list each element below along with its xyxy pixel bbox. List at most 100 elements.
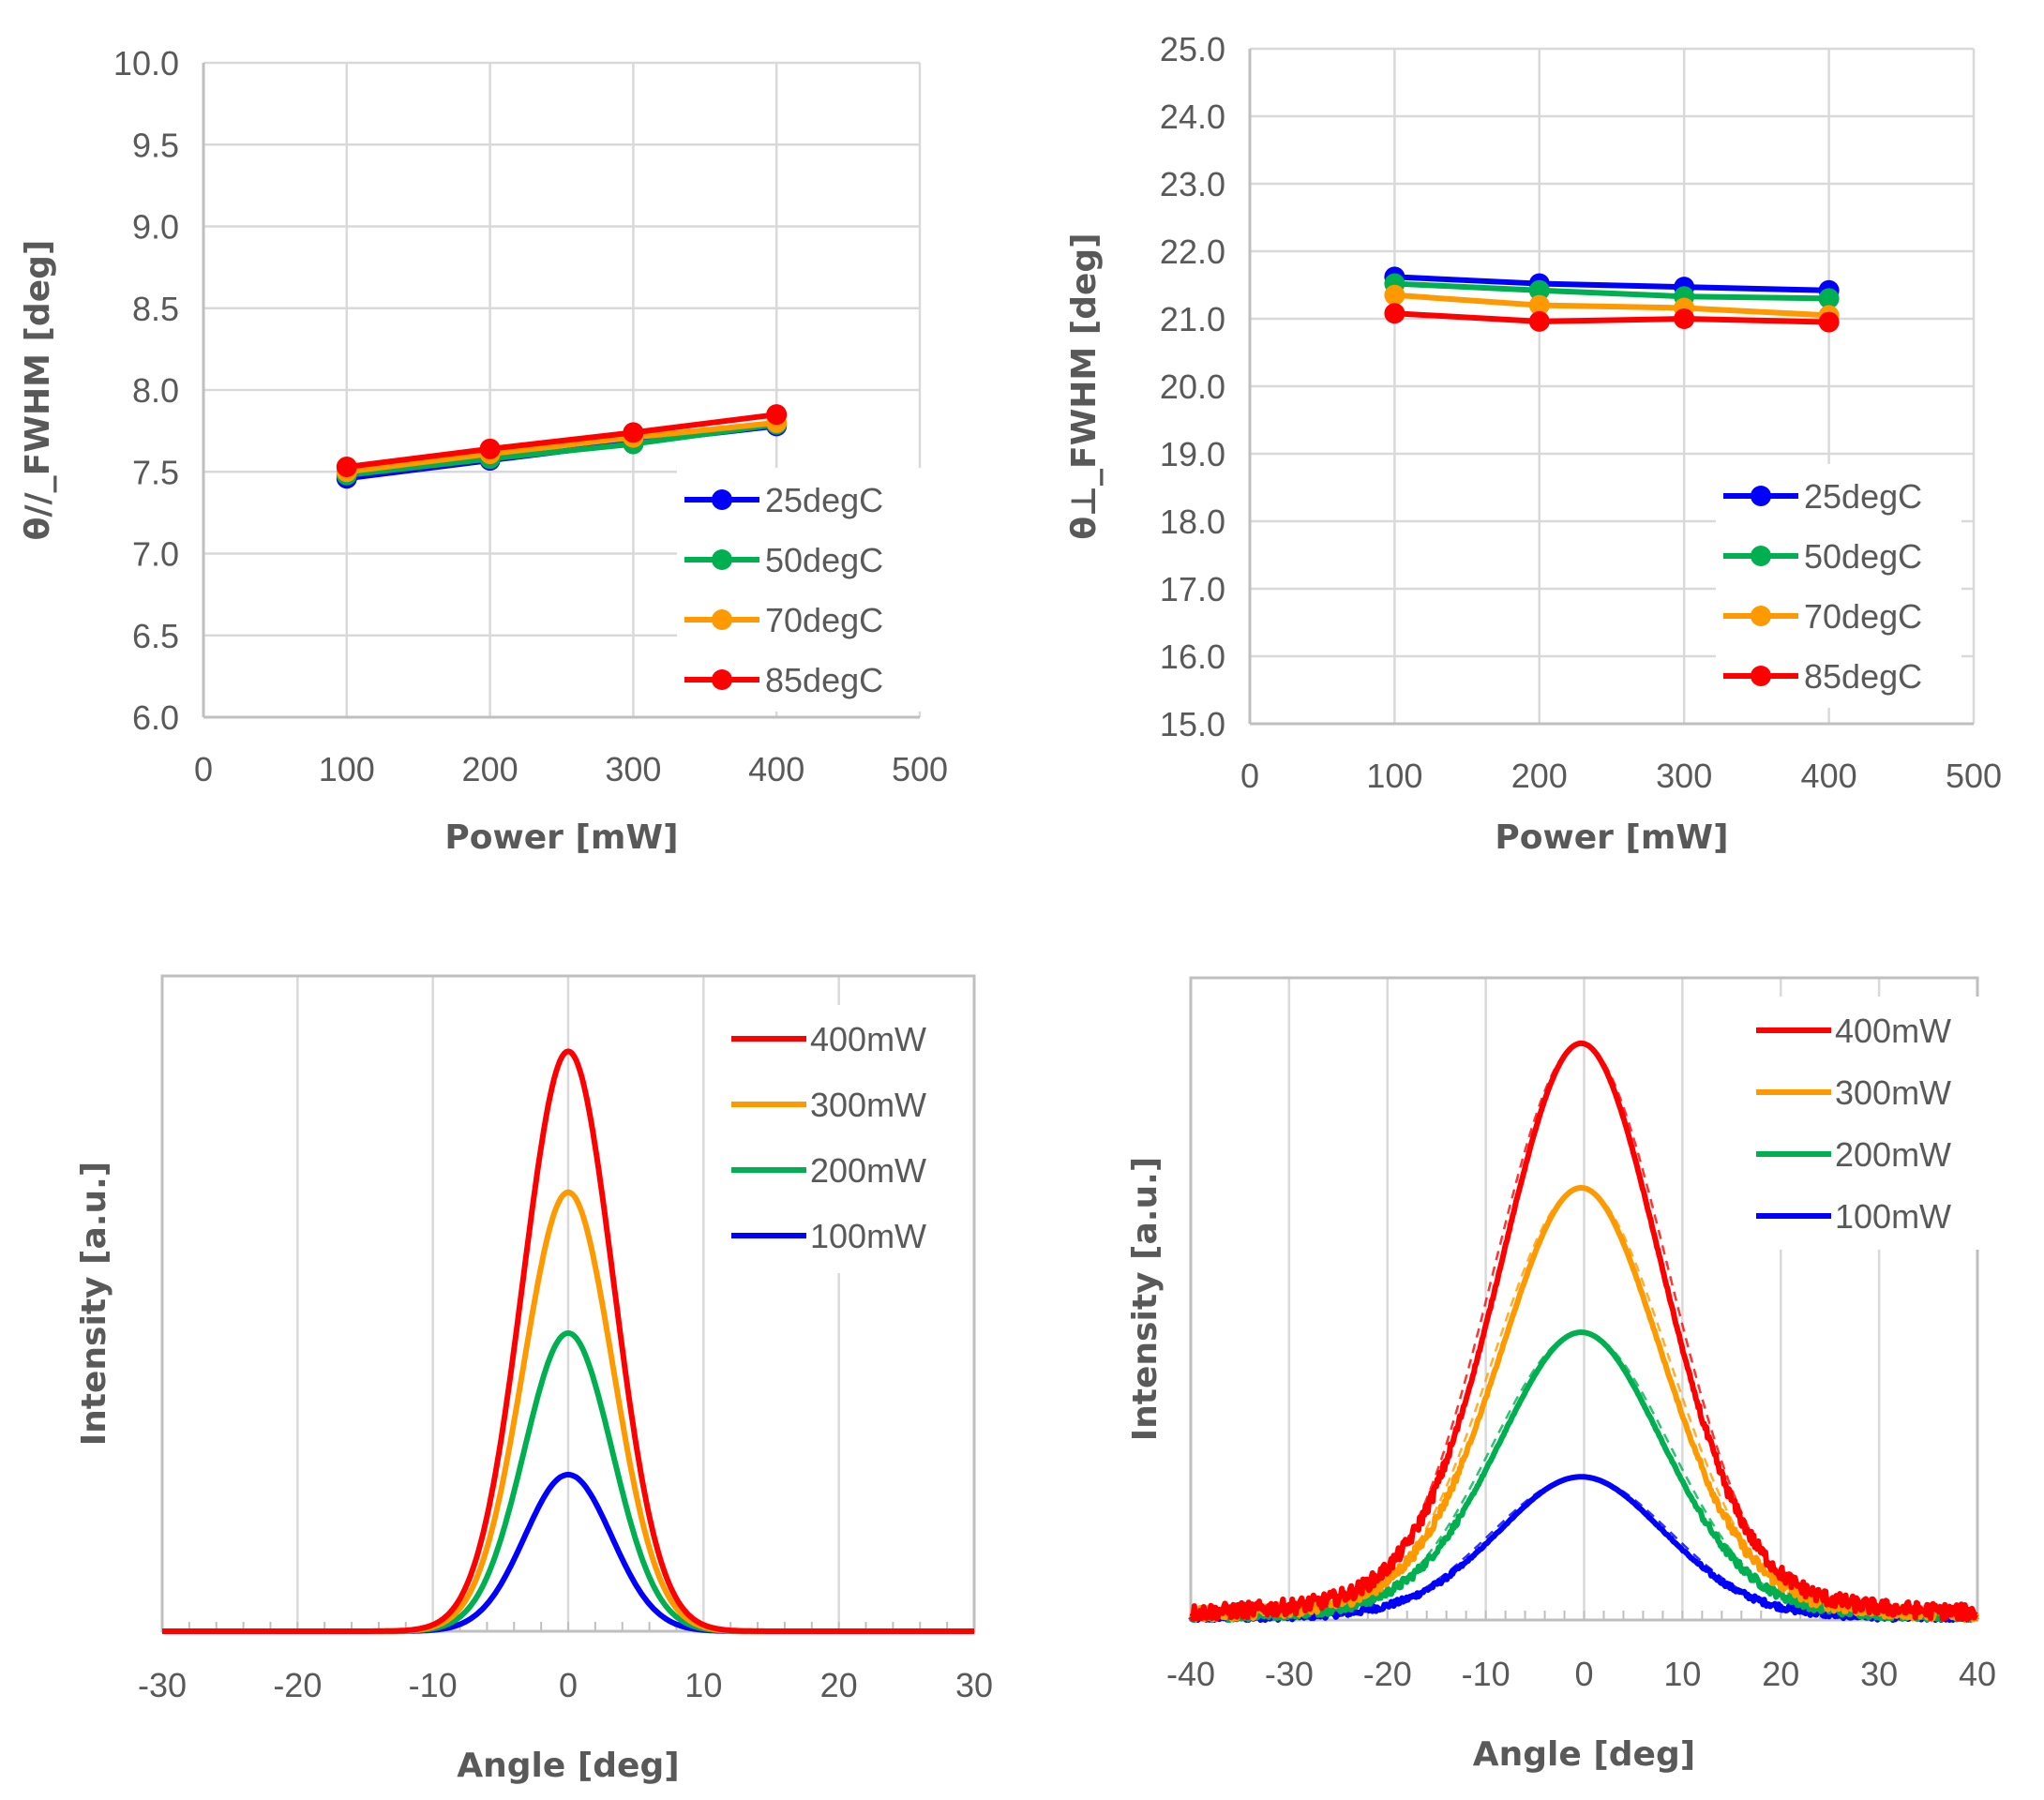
x-tick-label: -10 (409, 1666, 458, 1704)
y-tick-label: 6.0 (132, 698, 179, 737)
data-point-85degC (336, 457, 357, 478)
x-tick-label: 40 (1959, 1655, 1996, 1693)
legend-marker-70degC (1751, 606, 1771, 626)
x-axis-title: Angle [deg] (1473, 1735, 1695, 1774)
data-point-85degC (623, 422, 644, 443)
legend-label: 50degC (765, 541, 883, 579)
x-tick-label: 300 (605, 750, 661, 788)
y-tick-label: 20.0 (1160, 368, 1225, 406)
y-tick-label: 21.0 (1160, 300, 1225, 338)
y-tick-label: 22.0 (1160, 232, 1225, 271)
legend-label: 70degC (1804, 597, 1922, 636)
x-tick-label: -30 (138, 1666, 187, 1704)
y-axis-title: Intensity [a.u.] (1126, 1157, 1165, 1441)
series-line-25degC (1394, 274, 1829, 293)
x-tick-label: 30 (1860, 1655, 1898, 1693)
y-tick-label: 7.5 (132, 453, 179, 491)
x-tick-label: 10 (1663, 1655, 1701, 1693)
x-tick-label: 20 (820, 1666, 858, 1704)
y-tick-label: 7.0 (132, 535, 179, 574)
profile-curve-400mW (1189, 1040, 1978, 1623)
data-point-50degC (1818, 288, 1840, 309)
y-tick-label: 23.0 (1160, 165, 1225, 203)
y-tick-label: 6.5 (132, 617, 179, 655)
legend-label: 100mW (1835, 1197, 1951, 1236)
data-point-50degC (1528, 279, 1550, 301)
y-axis-title: Intensity [a.u.] (75, 1162, 113, 1446)
y-tick-label: 9.5 (132, 126, 179, 164)
legend-label: 25degC (765, 481, 883, 519)
x-tick-label: 0 (1574, 1655, 1593, 1693)
x-axis-title: Angle [deg] (457, 1747, 679, 1785)
data-point-70degC (1384, 284, 1405, 306)
y-axis-title: θ//_FWHM [deg] (19, 240, 57, 541)
series-line-70degC (346, 419, 777, 475)
y-tick-label: 15.0 (1160, 705, 1225, 743)
legend-label: 100mW (810, 1217, 926, 1255)
legend-marker-50degC (1751, 546, 1771, 566)
data-point-85degC (766, 404, 788, 426)
series-line-50degC (346, 421, 777, 478)
x-tick-label: 300 (1656, 757, 1712, 795)
data-point-85degC (1818, 311, 1840, 333)
chart-far-field-parallel: -30 -20 -10 0 10 20 30 400mW 300mW 200mW 100mW Angl… (75, 974, 993, 1785)
legend-label: 200mW (810, 1151, 926, 1190)
x-tick-label: -30 (1265, 1655, 1314, 1693)
x-tick-label: 400 (748, 750, 804, 788)
legend-marker-25degC (712, 489, 732, 510)
chart-far-field-perpendicular: -40 -30 -20 -10 0 10 20 30 40 400mW 300mW 200mW 100m… (1126, 976, 1996, 1774)
data-point-85degC (1384, 303, 1405, 324)
y-tick-label: 9.0 (132, 208, 179, 247)
data-point-70degC (1528, 294, 1550, 316)
plot-frame (1189, 976, 1979, 1622)
y-tick-label: 18.0 (1160, 502, 1225, 541)
x-axis-title: Power [mW] (444, 818, 678, 857)
x-tick-label: 20 (1762, 1655, 1799, 1693)
data-point-85degC (1674, 308, 1695, 329)
x-tick-label: 0 (1240, 757, 1259, 795)
legend-label: 300mW (1835, 1073, 1951, 1112)
y-tick-label: 17.0 (1160, 570, 1225, 608)
y-tick-label: 24.0 (1160, 98, 1225, 136)
y-tick-label: 8.0 (132, 371, 179, 410)
x-tick-label: 0 (559, 1666, 578, 1704)
x-tick-label: 100 (1366, 757, 1422, 795)
legend-label: 400mW (1835, 1012, 1951, 1050)
x-tick-label: -40 (1166, 1655, 1215, 1693)
legend-label: 25degC (1804, 477, 1922, 516)
legend-label: 200mW (1835, 1135, 1951, 1174)
legend-box (722, 1005, 956, 1273)
y-tick-label: 8.5 (132, 290, 179, 328)
legend-marker-70degC (712, 609, 732, 630)
x-tick-label: -20 (273, 1666, 322, 1704)
x-tick-label: 0 (194, 750, 213, 788)
legend-label: 300mW (810, 1086, 926, 1124)
x-tick-label: 100 (319, 750, 375, 788)
x-tick-label: -20 (1363, 1655, 1412, 1693)
series-line-50degC (1394, 280, 1829, 302)
series-line-85degC (1394, 310, 1829, 325)
y-tick-label: 25.0 (1160, 30, 1225, 68)
x-tick-label: 30 (955, 1666, 993, 1704)
legend-label: 85degC (765, 661, 883, 699)
legend-marker-85degC (712, 669, 732, 690)
legend-marker-50degC (712, 549, 732, 570)
legend-label: 85degC (1804, 657, 1922, 696)
profile-curve-400mW (161, 1048, 975, 1634)
legend-box (1747, 997, 1981, 1250)
series-line-85degC (346, 412, 777, 470)
x-tick-label: 10 (684, 1666, 722, 1704)
x-tick-label: 400 (1801, 757, 1857, 795)
legend-label: 50degC (1804, 537, 1922, 576)
y-axis-title: θ⊥_FWHM [deg] (1065, 232, 1104, 539)
series-line-70degC (1394, 292, 1829, 319)
plot-frame (160, 974, 976, 1633)
legend-marker-85degC (1751, 666, 1771, 686)
x-tick-label: 200 (1511, 757, 1568, 795)
legend-label: 70degC (765, 601, 883, 639)
chart-theta-parallel: 6.0 6.5 7.0 7.5 8.0 8.5 9.0 9.5 10.0 0 100 200 300 40… (19, 44, 948, 857)
legend-label: 400mW (810, 1020, 926, 1058)
legend-marker-25degC (1751, 486, 1771, 506)
x-tick-label: -10 (1462, 1655, 1510, 1693)
data-point-85degC (479, 438, 501, 459)
